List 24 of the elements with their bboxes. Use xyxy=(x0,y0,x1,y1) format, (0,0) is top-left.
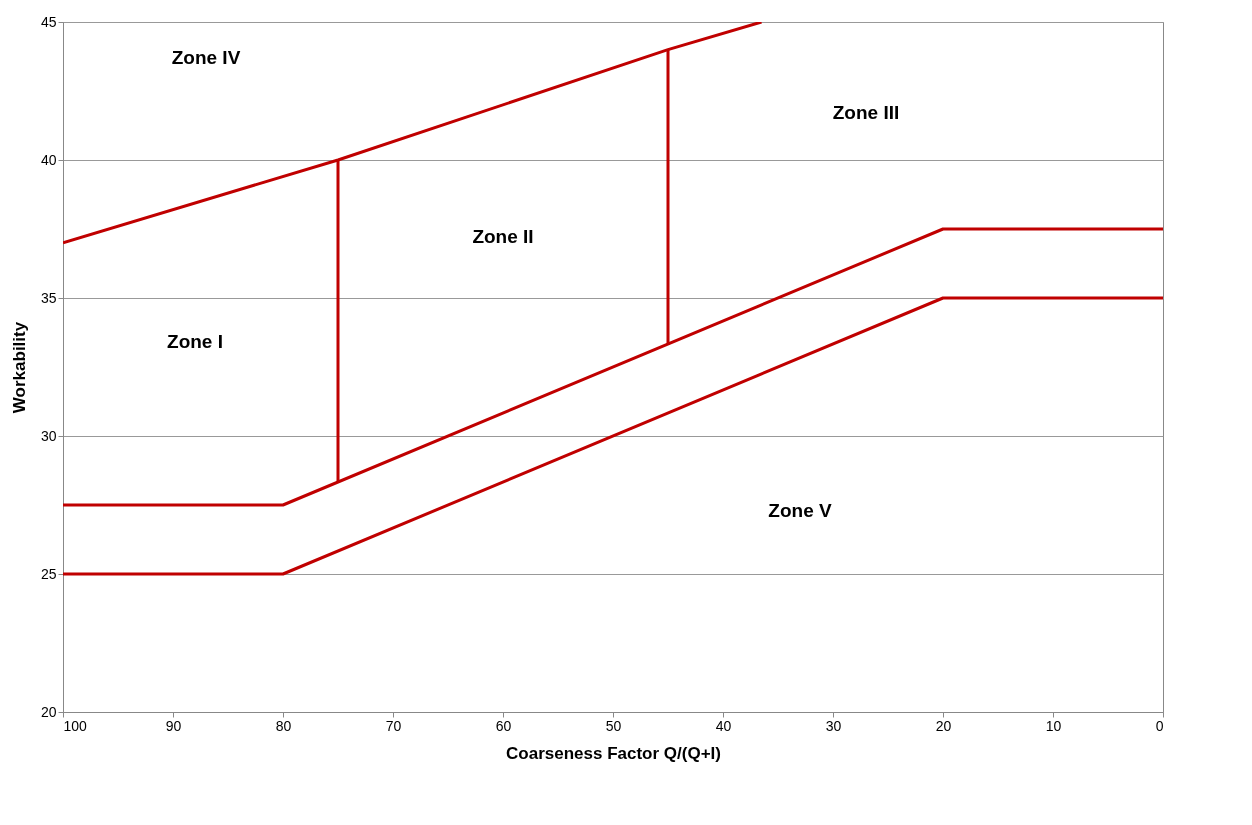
y-tick-label: 25 xyxy=(40,565,57,582)
y-axis-title: Workability xyxy=(9,321,29,414)
x-axis-title: Coarseness Factor Q/(Q+I) xyxy=(506,743,721,763)
x-tick-label: 50 xyxy=(605,717,622,734)
y-tick-label: 30 xyxy=(40,427,57,444)
x-tick-label: 10 xyxy=(1045,717,1062,734)
y-tick-label: 20 xyxy=(40,703,57,720)
annotation: Zone III xyxy=(832,102,900,124)
x-tick-label: 80 xyxy=(275,717,292,734)
x-tick-label: 70 xyxy=(385,717,402,734)
y-tick-label: 40 xyxy=(40,151,57,168)
annotation: Zone II xyxy=(472,226,534,248)
y-tick-label: 35 xyxy=(40,289,57,306)
x-tick-label: 100 xyxy=(63,717,88,734)
x-tick-label: 90 xyxy=(165,717,182,734)
y-tick-label: 45 xyxy=(40,13,57,30)
x-tick-label: 40 xyxy=(715,717,732,734)
annotation: Zone V xyxy=(768,499,832,521)
x-tick-label: 0 xyxy=(1155,717,1164,734)
x-tick-label: 20 xyxy=(935,717,952,734)
annotation: Zone I xyxy=(167,331,223,353)
x-tick-label: 30 xyxy=(825,717,842,734)
x-tick-label: 60 xyxy=(495,717,512,734)
annotation: Zone IV xyxy=(171,46,241,68)
